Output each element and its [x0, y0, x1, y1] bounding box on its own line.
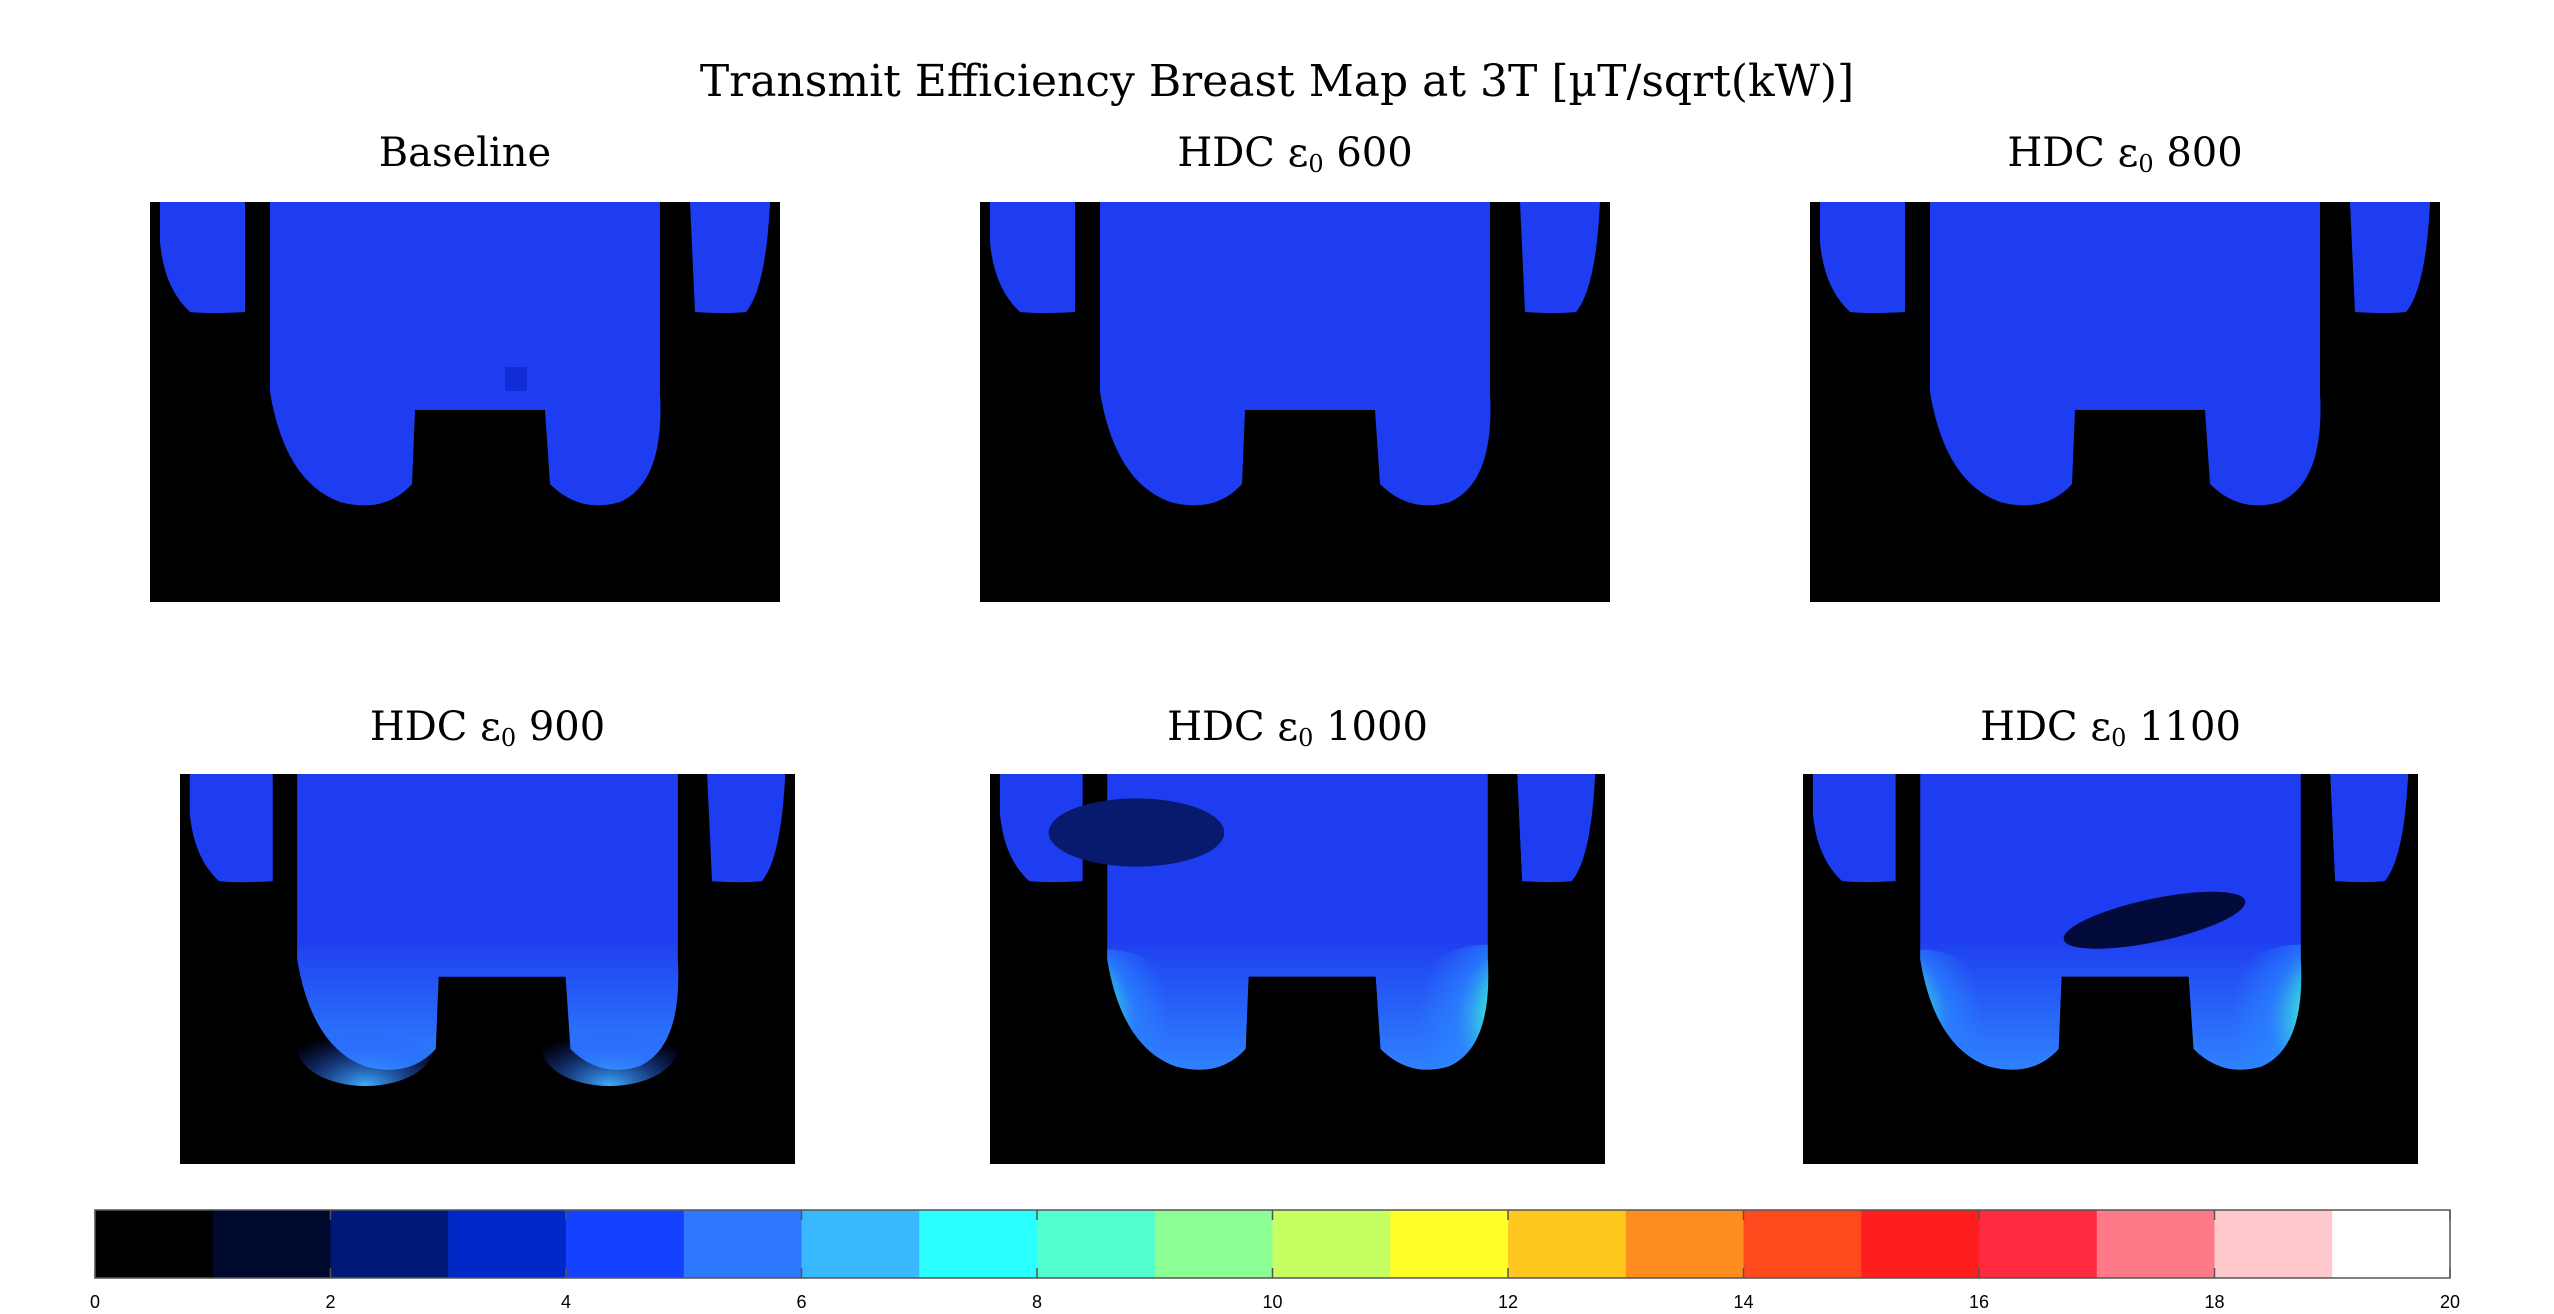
torso-region — [270, 202, 661, 506]
panel-title: Baseline — [378, 130, 552, 176]
colorbar-segment — [1743, 1210, 1862, 1278]
colorbar-segment — [1037, 1210, 1156, 1278]
figure-title: Transmit Efficiency Breast Map at 3T [µT… — [699, 56, 1855, 107]
left-arm-region — [189, 774, 273, 883]
field-map — [1810, 202, 2440, 602]
right-arm-region — [1517, 774, 1596, 883]
colorbar-segment — [212, 1210, 332, 1278]
colorbar-segment — [1390, 1210, 1509, 1278]
colorbar-segment — [448, 1210, 567, 1278]
torso-region — [297, 774, 679, 1070]
right-arm-region — [1520, 202, 1600, 313]
colorbar-tick-label: 20 — [2440, 1292, 2460, 1312]
colorbar-segment — [330, 1210, 449, 1278]
field-map — [1803, 774, 2418, 1164]
colorbar-segment — [2096, 1210, 2216, 1278]
colorbar-segment — [1979, 1210, 2098, 1278]
low-field-region — [1048, 798, 1225, 867]
colorbar-segment — [2332, 1210, 2451, 1278]
field-dip — [505, 367, 527, 391]
colorbar-segment — [683, 1210, 803, 1278]
colorbar-segment — [95, 1210, 214, 1278]
colorbar-segment — [801, 1210, 920, 1278]
panel-title: HDC ε0 600 — [1177, 130, 1413, 178]
mild-field-right — [541, 1008, 678, 1086]
colorbar-tick-label: 0 — [90, 1292, 100, 1312]
field-map — [980, 202, 1610, 602]
torso-region — [1930, 202, 2321, 506]
mask-outline — [1803, 774, 2418, 1164]
right-arm-region — [707, 774, 786, 883]
mask-outline — [990, 774, 1605, 1164]
right-arm-region — [2350, 202, 2430, 313]
colorbar-segment — [1154, 1210, 1274, 1278]
mild-field-left — [297, 1008, 434, 1086]
colorbar-tick-label: 14 — [1733, 1292, 1753, 1312]
colorbar-segment — [566, 1210, 685, 1278]
field-map — [150, 202, 780, 602]
colorbar-tick-label: 4 — [561, 1292, 571, 1312]
colorbar-segment — [919, 1210, 1038, 1278]
colorbar-tick-label: 2 — [325, 1292, 335, 1312]
panel-title: HDC ε0 1000 — [1167, 704, 1428, 752]
colorbar-tick-label: 18 — [2204, 1292, 2224, 1312]
panel-title: HDC ε0 1100 — [1980, 704, 2241, 752]
colorbar-segment — [1272, 1210, 1391, 1278]
left-arm-region — [990, 202, 1075, 313]
left-arm-region — [999, 774, 1083, 883]
colorbar-segment — [1508, 1210, 1627, 1278]
colorbar-tick-label: 8 — [1032, 1292, 1042, 1312]
colorbar-segment — [1861, 1210, 1980, 1278]
torso-region — [1100, 202, 1491, 506]
colorbar-tick-label: 10 — [1262, 1292, 1282, 1312]
colorbar-tick-label: 16 — [1969, 1292, 1989, 1312]
colorbar-segment — [1625, 1210, 1745, 1278]
low-field-region — [2063, 891, 2246, 949]
panel-title: HDC ε0 800 — [2007, 130, 2243, 178]
left-arm-region — [1812, 774, 1896, 883]
colorbar-segment — [2214, 1210, 2333, 1278]
panel-title: HDC ε0 900 — [369, 704, 606, 752]
field-map — [990, 774, 1605, 1164]
right-arm-region — [690, 202, 770, 313]
colorbar-tick-label: 6 — [796, 1292, 806, 1312]
left-arm-region — [160, 202, 245, 313]
left-arm-region — [1820, 202, 1905, 313]
colorbar: 0 2 4 6 8 10 12 14 16 18 20 — [90, 1209, 2460, 1312]
field-map — [180, 774, 795, 1164]
right-arm-region — [2330, 774, 2409, 883]
colorbar-tick-label: 12 — [1498, 1292, 1518, 1312]
